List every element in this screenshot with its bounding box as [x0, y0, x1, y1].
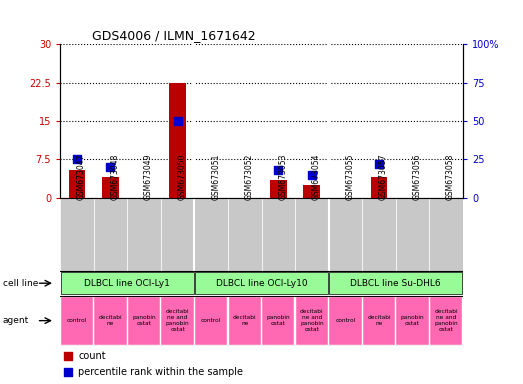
Point: [274, 167, 282, 173]
Bar: [329, 297, 361, 344]
Text: panobin
ostat: panobin ostat: [266, 315, 290, 326]
Text: decitabi
ne and
panobin
ostat: decitabi ne and panobin ostat: [300, 310, 324, 332]
Bar: [61, 272, 194, 295]
Text: decitabi
ne: decitabi ne: [233, 315, 257, 326]
Text: GSM673052: GSM673052: [245, 154, 254, 200]
Text: GSM673050: GSM673050: [178, 154, 187, 200]
Text: DLBCL line OCI-Ly10: DLBCL line OCI-Ly10: [215, 279, 308, 288]
Bar: [396, 198, 429, 271]
Bar: [127, 198, 161, 271]
Bar: [303, 185, 320, 198]
Text: GSM673048: GSM673048: [110, 154, 119, 200]
Bar: [94, 297, 127, 344]
Text: control: control: [67, 318, 87, 323]
Text: agent: agent: [3, 316, 29, 325]
Bar: [94, 198, 127, 271]
Bar: [229, 297, 261, 344]
Text: decitabi
ne: decitabi ne: [367, 315, 391, 326]
Text: DLBCL line OCI-Ly1: DLBCL line OCI-Ly1: [84, 279, 170, 288]
Text: count: count: [78, 351, 106, 361]
Text: panobin
ostat: panobin ostat: [401, 315, 424, 326]
Bar: [430, 297, 462, 344]
Bar: [396, 297, 429, 344]
Text: decitabi
ne: decitabi ne: [99, 315, 122, 326]
Point: [308, 172, 316, 178]
Bar: [162, 297, 194, 344]
Bar: [262, 198, 295, 271]
Point: [64, 353, 72, 359]
Text: GSM673049: GSM673049: [144, 154, 153, 200]
Bar: [195, 297, 228, 344]
Bar: [328, 198, 362, 271]
Text: GSM673053: GSM673053: [278, 154, 287, 200]
Bar: [60, 198, 94, 271]
Bar: [429, 198, 463, 271]
Bar: [329, 272, 462, 295]
Bar: [61, 297, 93, 344]
Bar: [363, 297, 395, 344]
Bar: [371, 177, 388, 198]
Bar: [161, 198, 195, 271]
Text: GSM673058: GSM673058: [446, 154, 455, 200]
Point: [106, 164, 115, 170]
Bar: [362, 198, 396, 271]
Text: control: control: [335, 318, 356, 323]
Bar: [169, 83, 186, 198]
Bar: [195, 198, 228, 271]
Text: cell line: cell line: [3, 279, 38, 288]
Text: GSM673054: GSM673054: [312, 154, 321, 200]
Text: decitabi
ne and
panobin
ostat: decitabi ne and panobin ostat: [434, 310, 458, 332]
Bar: [128, 297, 160, 344]
Text: panobin
ostat: panobin ostat: [132, 315, 156, 326]
Bar: [295, 297, 328, 344]
Bar: [262, 297, 294, 344]
Text: decitabi
ne and
panobin
ostat: decitabi ne and panobin ostat: [166, 310, 189, 332]
Text: DLBCL line Su-DHL6: DLBCL line Su-DHL6: [350, 279, 441, 288]
Text: control: control: [201, 318, 221, 323]
Point: [73, 156, 81, 162]
Point: [64, 369, 72, 375]
Bar: [228, 198, 262, 271]
Bar: [69, 170, 85, 198]
Bar: [295, 198, 328, 271]
Text: GSM673055: GSM673055: [345, 154, 355, 200]
Point: [174, 118, 182, 124]
Bar: [102, 177, 119, 198]
Point: [375, 161, 383, 167]
Bar: [270, 180, 287, 198]
Text: GSM673051: GSM673051: [211, 154, 220, 200]
Text: GSM673047: GSM673047: [77, 154, 86, 200]
Text: GSM673056: GSM673056: [413, 154, 422, 200]
Text: GSM673057: GSM673057: [379, 154, 388, 200]
Text: GDS4006 / ILMN_1671642: GDS4006 / ILMN_1671642: [93, 28, 256, 41]
Text: percentile rank within the sample: percentile rank within the sample: [78, 366, 243, 377]
Bar: [195, 272, 328, 295]
